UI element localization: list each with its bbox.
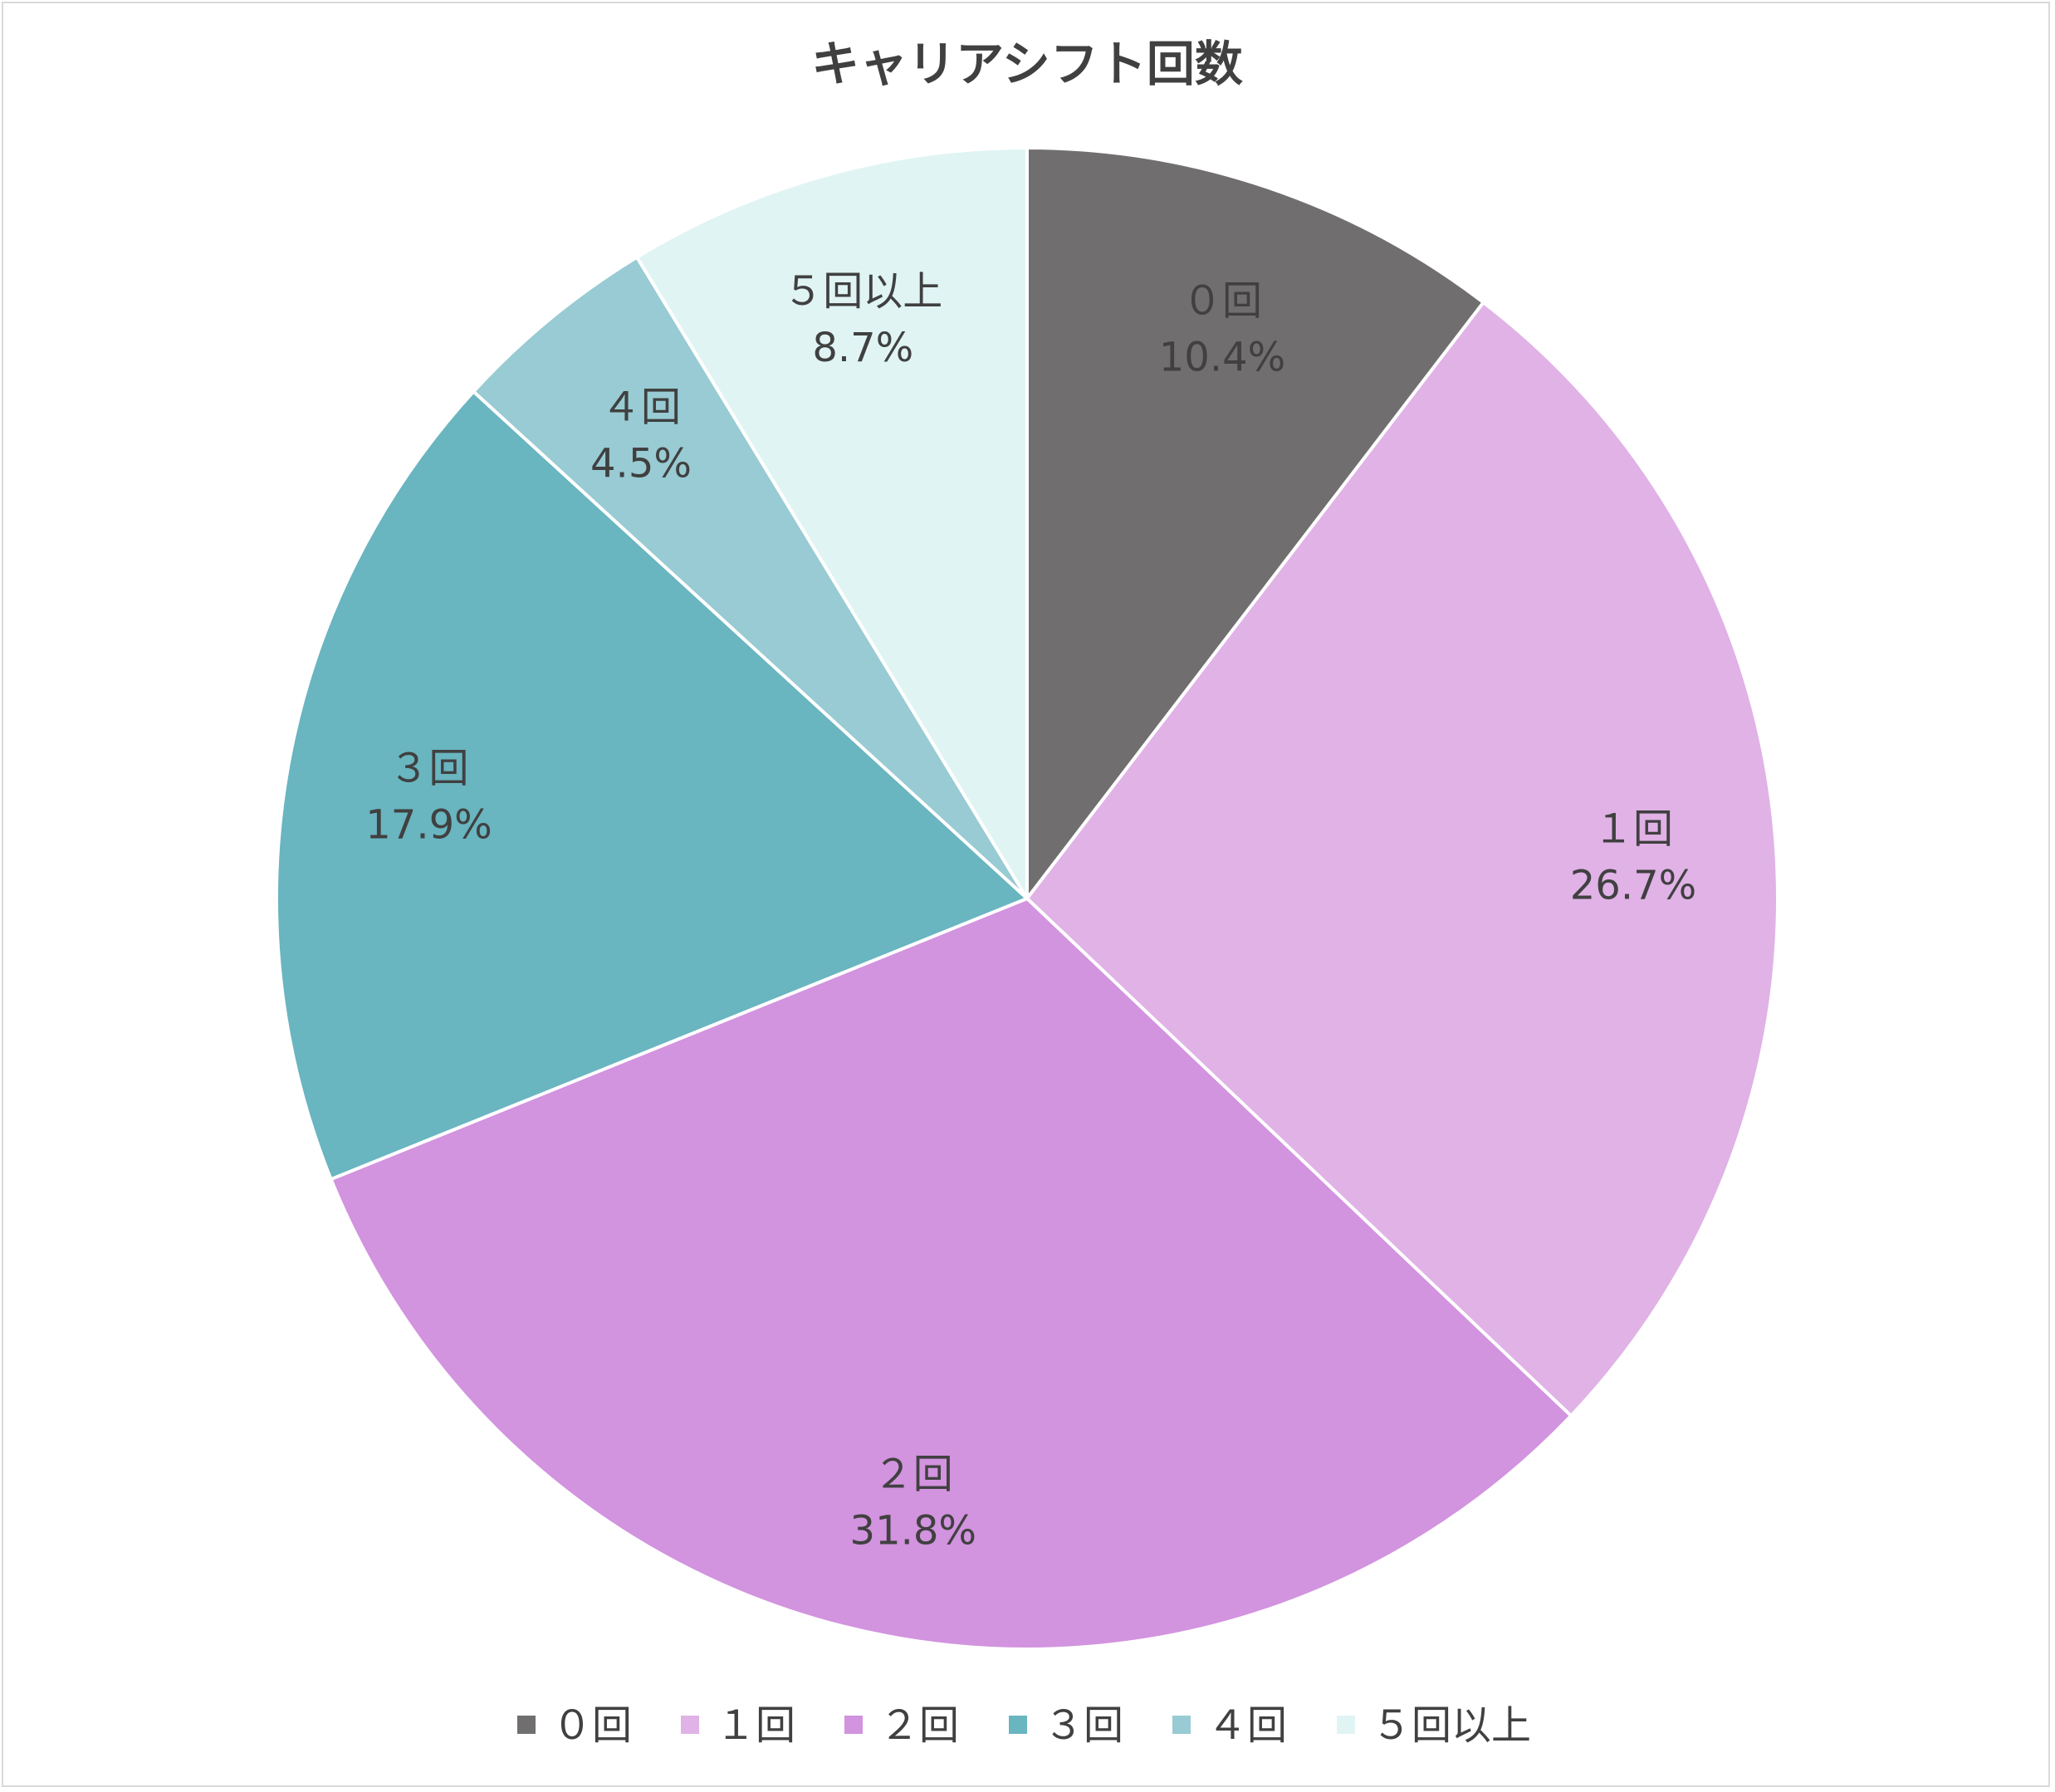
legend-label: １回 <box>716 1702 795 1749</box>
legend-label: ３回 <box>1044 1702 1123 1749</box>
legend-label: ５回以上 <box>1372 1702 1531 1749</box>
slice-category-label: ５回以上 <box>783 268 942 315</box>
slice-value-label: 4.5% <box>590 440 692 487</box>
legend-marker <box>844 1716 863 1734</box>
legend-label: ０回 <box>552 1702 632 1749</box>
legend-marker <box>1337 1716 1355 1734</box>
slice-category-label: ２回 <box>873 1451 953 1497</box>
legend-marker <box>517 1716 536 1734</box>
slice-category-label: ４回 <box>601 384 681 430</box>
slice-value-label: 8.7% <box>812 325 913 371</box>
pie-slice <box>1025 146 1485 900</box>
legend-marker <box>681 1716 699 1734</box>
slice-category-label: ３回 <box>389 746 468 792</box>
slice-value-label: 10.4% <box>1159 335 1285 381</box>
slice-value-label: 26.7% <box>1570 863 1696 909</box>
slice-category-label: １回 <box>1593 806 1673 853</box>
pie-slice <box>275 389 1029 1182</box>
legend-marker <box>1009 1716 1027 1734</box>
data-labels: ０回 10.4% １回 26.7% ２回 31.8% ３回 17.9% ４回 4.5% ５回以上 8.… <box>365 268 1696 1554</box>
pie-slices <box>275 146 1779 1651</box>
legend-marker <box>1172 1716 1191 1734</box>
slice-value-label: 17.9% <box>365 802 492 849</box>
pie-slice <box>635 146 1029 900</box>
pie-slice <box>472 255 1029 900</box>
slice-value-label: 31.8% <box>850 1507 976 1554</box>
legend-label: ２回 <box>879 1702 959 1749</box>
slice-category-label: ０回 <box>1182 278 1262 325</box>
pie-slice <box>329 897 1573 1651</box>
pie-slice <box>1025 301 1779 1417</box>
chart-title: キャリアシフト回数 <box>811 36 1243 92</box>
legend: ０回 １回 ２回 ３回 ４回 ５回以上 <box>517 1702 1531 1749</box>
legend-label: ４回 <box>1207 1702 1287 1749</box>
